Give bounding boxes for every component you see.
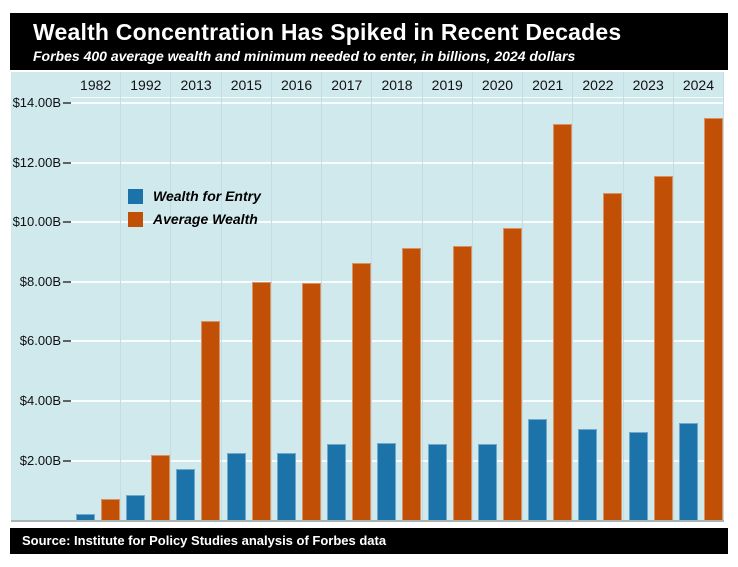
chart-column-2022: 2022 xyxy=(573,72,624,520)
y-tick-mark xyxy=(63,399,71,402)
grid-line-10b xyxy=(71,221,724,224)
average-bar-1982 xyxy=(101,499,120,520)
average-bar-2021 xyxy=(553,124,573,520)
entry-bar-2019 xyxy=(427,444,447,520)
grid-line-2b xyxy=(71,459,724,462)
legend-label: Wealth for Entry xyxy=(153,188,261,204)
y-tick-mark xyxy=(63,280,71,283)
year-label: 2018 xyxy=(381,77,413,93)
year-label: 2015 xyxy=(230,77,262,93)
legend-label: Average Wealth xyxy=(153,211,258,227)
legend: Wealth for Entry Average Wealth xyxy=(128,188,261,234)
entry-bar-2013 xyxy=(176,469,196,520)
legend-row: Average Wealth xyxy=(128,211,261,227)
legend-swatch-entry xyxy=(128,188,143,204)
year-label: 2022 xyxy=(582,77,614,93)
y-tick-label: $8.00B xyxy=(19,273,61,289)
plot-area: 1982 1992 2013 2015 2016 2017 2018 2019 2020 2021… xyxy=(71,72,725,520)
legend-swatch-average xyxy=(128,211,143,227)
y-tick-label: $12.00B xyxy=(12,154,61,170)
chart-column-2018: 2018 xyxy=(372,72,423,520)
average-bar-2016 xyxy=(301,283,321,520)
year-label: 2019 xyxy=(431,77,463,93)
chart-column-2013: 2013 xyxy=(171,72,222,520)
average-bar-2024 xyxy=(703,118,723,520)
chart-column-1992: 1992 xyxy=(121,72,172,520)
average-bar-1992 xyxy=(151,454,171,520)
chart-column-2016: 2016 xyxy=(272,72,323,520)
grid-line-8b xyxy=(71,280,724,283)
grid-line-6b xyxy=(71,340,724,343)
entry-bar-2017 xyxy=(327,444,347,520)
year-label: 2023 xyxy=(632,77,664,93)
chart-title: Wealth Concentration Has Spiked in Recen… xyxy=(33,19,622,45)
entry-bar-2018 xyxy=(377,442,397,520)
year-label: 1992 xyxy=(130,77,162,93)
average-bar-2017 xyxy=(352,262,372,520)
average-bar-2022 xyxy=(603,192,623,520)
source-footer: Source: Institute for Policy Studies ana… xyxy=(10,528,728,554)
chart-column-2024: 2024 xyxy=(674,72,725,520)
average-bar-2018 xyxy=(402,247,422,520)
chart-column-2021: 2021 xyxy=(523,72,574,520)
chart-panel: $2.00B $4.00B $6.00B $8.00B $10.00B $12.00B $1… xyxy=(11,72,725,522)
average-bar-2013 xyxy=(201,320,221,520)
year-label: 2017 xyxy=(331,77,363,93)
chart-column-2015: 2015 xyxy=(222,72,272,520)
year-label: 2020 xyxy=(481,77,514,93)
y-tick-mark xyxy=(63,221,71,224)
chart-column-1982: 1982 xyxy=(71,72,122,520)
chart-column-2019: 2019 xyxy=(423,72,473,520)
y-tick-mark xyxy=(63,340,71,343)
source-text: Source: Institute for Policy Studies ana… xyxy=(22,533,387,548)
chart-column-2023: 2023 xyxy=(624,72,674,520)
y-axis: $2.00B $4.00B $6.00B $8.00B $10.00B $12.00B $1… xyxy=(11,72,71,520)
y-tick-mark xyxy=(63,161,71,164)
y-tick-label: $2.00B xyxy=(19,452,61,468)
chart-column-2017: 2017 xyxy=(322,72,373,520)
average-bar-2015 xyxy=(251,281,271,520)
y-tick-label: $14.00B xyxy=(12,95,61,111)
year-label: 1982 xyxy=(80,77,112,93)
average-bar-2019 xyxy=(452,246,472,520)
y-tick-label: $10.00B xyxy=(12,214,61,230)
entry-bar-2021 xyxy=(528,418,548,520)
y-tick-mark xyxy=(63,459,71,462)
chart-header: Wealth Concentration Has Spiked in Recen… xyxy=(10,13,728,70)
entry-bar-2023 xyxy=(628,432,648,520)
entry-bar-1992 xyxy=(126,494,146,520)
year-label: 2013 xyxy=(180,77,212,93)
grid-line-4b xyxy=(71,399,724,402)
chart-column-2020: 2020 xyxy=(473,72,524,520)
year-label: 2016 xyxy=(280,77,313,93)
y-tick-mark xyxy=(63,102,71,105)
legend-row: Wealth for Entry xyxy=(128,188,261,204)
average-bar-2020 xyxy=(502,228,522,520)
grid-line-14b xyxy=(71,102,724,105)
entry-bar-2022 xyxy=(578,429,598,520)
year-label: 2021 xyxy=(532,77,564,93)
entry-bar-2024 xyxy=(678,423,698,520)
year-label: 2024 xyxy=(682,77,714,93)
plot-top-divider xyxy=(71,97,724,98)
y-tick-label: $4.00B xyxy=(19,392,61,408)
entry-bar-2015 xyxy=(226,453,246,520)
grid-line-12b xyxy=(71,161,724,164)
y-tick-label: $6.00B xyxy=(19,333,61,349)
entry-bar-2020 xyxy=(477,444,497,520)
entry-bar-2016 xyxy=(276,453,296,520)
entry-bar-1982 xyxy=(76,514,95,520)
average-bar-2023 xyxy=(653,176,673,520)
chart-subtitle: Forbes 400 average wealth and minimum ne… xyxy=(33,48,576,64)
